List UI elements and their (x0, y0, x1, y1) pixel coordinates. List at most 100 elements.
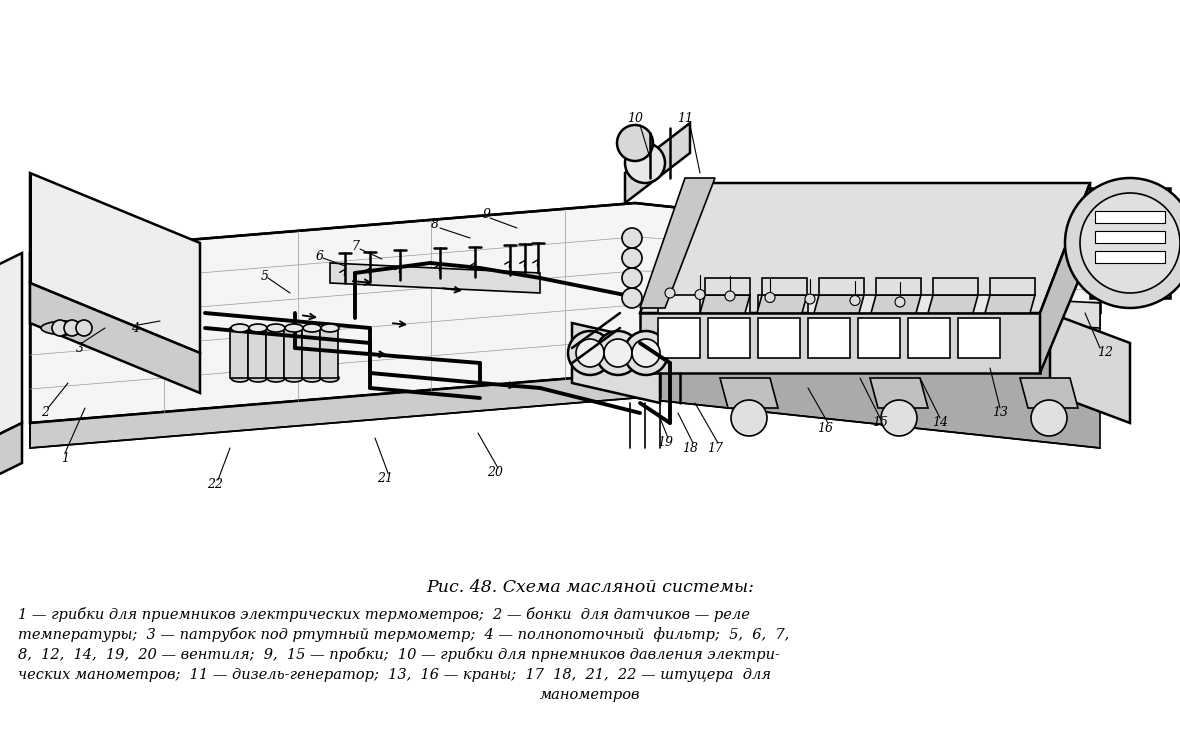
Circle shape (730, 400, 767, 436)
Polygon shape (820, 288, 1100, 328)
Bar (658, 318, 700, 358)
Polygon shape (0, 253, 22, 473)
Text: 18: 18 (682, 441, 699, 455)
Text: 1 — грибки для приемников электрических термометров;  2 — бонки  для датчиков — : 1 — грибки для приемников электрических … (18, 608, 749, 623)
Polygon shape (1040, 183, 1090, 373)
Text: 5: 5 (261, 270, 269, 282)
Text: 16: 16 (817, 421, 833, 435)
Bar (1095, 211, 1165, 223)
Polygon shape (876, 278, 922, 295)
Polygon shape (640, 313, 1040, 373)
Text: 17: 17 (707, 441, 723, 455)
Ellipse shape (303, 324, 321, 332)
Circle shape (725, 291, 735, 301)
Polygon shape (30, 283, 199, 393)
Polygon shape (30, 373, 635, 448)
Circle shape (604, 339, 632, 367)
Bar (708, 295, 750, 313)
Text: 3: 3 (76, 342, 84, 354)
Polygon shape (927, 295, 978, 313)
Text: температуры;  3 — патрубок под ртутный термометр;  4 — полнопоточный  фильтр;  5: температуры; 3 — патрубок под ртутный те… (18, 628, 789, 643)
Polygon shape (871, 295, 922, 313)
Bar (320, 328, 337, 378)
Ellipse shape (231, 324, 249, 332)
Ellipse shape (303, 374, 321, 382)
Polygon shape (720, 378, 778, 408)
Polygon shape (870, 378, 927, 408)
Circle shape (576, 339, 604, 367)
Polygon shape (30, 203, 1100, 423)
Text: 9: 9 (483, 209, 491, 221)
Circle shape (850, 296, 860, 305)
Ellipse shape (321, 324, 339, 332)
Ellipse shape (231, 374, 249, 382)
Polygon shape (758, 295, 807, 313)
Text: 22: 22 (206, 478, 223, 492)
Circle shape (622, 268, 642, 288)
Bar (808, 318, 850, 358)
Text: 14: 14 (932, 417, 948, 429)
Bar (284, 328, 302, 378)
Bar (907, 318, 950, 358)
Text: 10: 10 (627, 111, 643, 125)
Circle shape (765, 293, 775, 302)
Bar (758, 318, 800, 358)
Text: 15: 15 (872, 417, 889, 429)
Circle shape (52, 320, 68, 336)
Polygon shape (572, 323, 660, 403)
Bar (858, 318, 900, 358)
Ellipse shape (286, 374, 303, 382)
Circle shape (805, 294, 815, 304)
Ellipse shape (267, 374, 286, 382)
Bar (858, 295, 900, 313)
Text: 20: 20 (487, 467, 503, 479)
Bar (1095, 231, 1165, 243)
Polygon shape (704, 278, 750, 295)
Ellipse shape (249, 374, 267, 382)
Text: 11: 11 (677, 111, 693, 125)
Ellipse shape (267, 324, 286, 332)
Polygon shape (814, 295, 864, 313)
Polygon shape (1090, 188, 1171, 298)
Bar (230, 328, 248, 378)
Polygon shape (30, 173, 199, 353)
Polygon shape (1020, 378, 1079, 408)
Circle shape (894, 297, 905, 307)
Polygon shape (640, 178, 715, 308)
Polygon shape (635, 313, 1100, 448)
Ellipse shape (249, 324, 267, 332)
Circle shape (666, 288, 675, 298)
Circle shape (624, 331, 668, 375)
Ellipse shape (41, 321, 91, 335)
Text: 1: 1 (61, 452, 68, 464)
Circle shape (695, 290, 704, 299)
Text: 8: 8 (431, 218, 439, 232)
Circle shape (881, 400, 917, 436)
Text: манометров: манометров (539, 688, 641, 702)
Ellipse shape (321, 374, 339, 382)
Polygon shape (700, 295, 750, 313)
Text: 13: 13 (992, 406, 1008, 420)
Text: 4: 4 (131, 322, 139, 334)
Circle shape (64, 320, 80, 336)
Text: 8,  12,  14,  19,  20 — вентиля;  9,  15 — пробки;  10 — грибки для прнемников д: 8, 12, 14, 19, 20 — вентиля; 9, 15 — про… (18, 647, 780, 663)
Polygon shape (985, 295, 1035, 313)
Ellipse shape (286, 324, 303, 332)
Polygon shape (0, 423, 22, 513)
Circle shape (617, 125, 653, 161)
Polygon shape (933, 278, 978, 295)
Polygon shape (1050, 313, 1130, 423)
Bar (1095, 251, 1165, 263)
Bar (907, 295, 950, 313)
Bar (758, 295, 800, 313)
Circle shape (1080, 193, 1180, 293)
Circle shape (622, 248, 642, 268)
Polygon shape (990, 278, 1035, 295)
Polygon shape (762, 278, 807, 295)
Bar (958, 295, 999, 313)
Text: 2: 2 (41, 406, 50, 420)
Circle shape (1066, 178, 1180, 308)
Text: ческих манометров;  11 — дизель-генератор;  13,  16 — краны;  17  18,  21,  22 —: ческих манометров; 11 — дизель-генератор… (18, 668, 771, 682)
Bar (708, 318, 750, 358)
Circle shape (632, 339, 660, 367)
